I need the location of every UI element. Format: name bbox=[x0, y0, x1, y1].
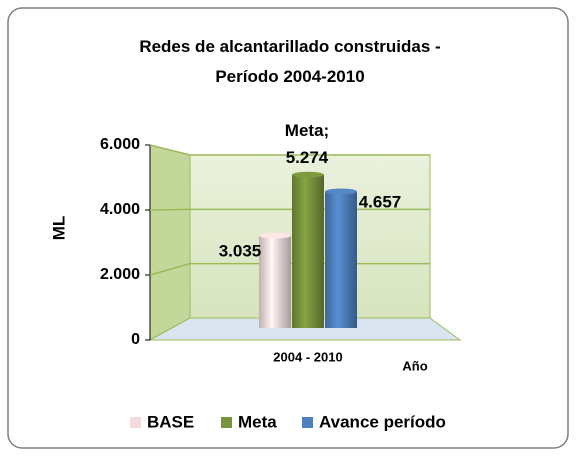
bar-top bbox=[325, 188, 357, 195]
data-label: 4.657 bbox=[359, 192, 402, 211]
grid-line bbox=[149, 144, 430, 156]
bar bbox=[325, 191, 357, 328]
y-axis-label: ML bbox=[49, 216, 68, 241]
side-wall bbox=[149, 144, 191, 341]
legend-label: BASE bbox=[147, 412, 194, 431]
y-tick-label: 2.000 bbox=[100, 266, 140, 283]
y-tick-label: 4.000 bbox=[100, 201, 140, 218]
legend-label: Avance período bbox=[319, 412, 446, 431]
floor bbox=[149, 317, 462, 341]
bar-top bbox=[292, 171, 324, 178]
legend-swatch bbox=[130, 417, 141, 428]
x-tick-label: 2004 - 2010 bbox=[273, 349, 342, 364]
legend-swatch bbox=[221, 417, 232, 428]
y-tick-label: 0 bbox=[131, 331, 140, 348]
legend-swatch bbox=[302, 417, 313, 428]
bar bbox=[259, 235, 291, 328]
data-label: Meta; 5.274 bbox=[285, 121, 329, 167]
y-tick-label: 6.000 bbox=[100, 136, 140, 153]
data-label: 3.035 bbox=[219, 241, 262, 260]
chart-title: Redes de alcantarillado construidas -Per… bbox=[139, 37, 440, 86]
bar bbox=[292, 174, 324, 328]
legend-label: Meta bbox=[238, 412, 277, 431]
bar-top bbox=[259, 232, 291, 239]
x-axis-label: Año bbox=[402, 358, 427, 373]
